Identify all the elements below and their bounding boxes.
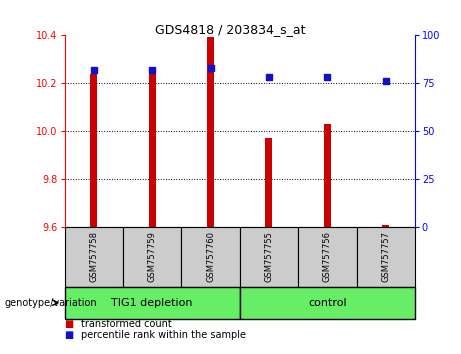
FancyBboxPatch shape <box>65 227 123 287</box>
Text: ■: ■ <box>65 319 74 329</box>
Point <box>382 79 390 84</box>
Text: control: control <box>308 298 347 308</box>
FancyBboxPatch shape <box>240 227 298 287</box>
Point <box>265 75 272 80</box>
Bar <box>382 225 389 227</box>
FancyBboxPatch shape <box>65 287 240 319</box>
FancyBboxPatch shape <box>298 227 356 287</box>
Bar <box>207 36 214 227</box>
Bar <box>266 138 272 227</box>
Text: GSM757757: GSM757757 <box>381 231 390 282</box>
Point <box>90 67 97 73</box>
Text: transformed count: transformed count <box>81 319 171 329</box>
Text: GDS4818 / 203834_s_at: GDS4818 / 203834_s_at <box>155 23 306 36</box>
FancyBboxPatch shape <box>240 287 415 319</box>
Text: GSM757758: GSM757758 <box>89 231 98 282</box>
Bar <box>324 124 331 227</box>
Text: TIG1 depletion: TIG1 depletion <box>112 298 193 308</box>
Text: ■: ■ <box>65 330 74 339</box>
FancyBboxPatch shape <box>123 227 181 287</box>
Point <box>148 67 156 73</box>
Text: GSM757756: GSM757756 <box>323 231 332 282</box>
Point <box>207 65 214 71</box>
Text: genotype/variation: genotype/variation <box>5 298 97 308</box>
Bar <box>148 74 156 227</box>
Text: percentile rank within the sample: percentile rank within the sample <box>81 330 246 339</box>
FancyBboxPatch shape <box>181 227 240 287</box>
FancyBboxPatch shape <box>356 227 415 287</box>
Text: GSM757759: GSM757759 <box>148 231 157 282</box>
Bar <box>90 74 97 227</box>
Point <box>324 75 331 80</box>
Text: GSM757760: GSM757760 <box>206 231 215 282</box>
Text: GSM757755: GSM757755 <box>265 231 273 282</box>
